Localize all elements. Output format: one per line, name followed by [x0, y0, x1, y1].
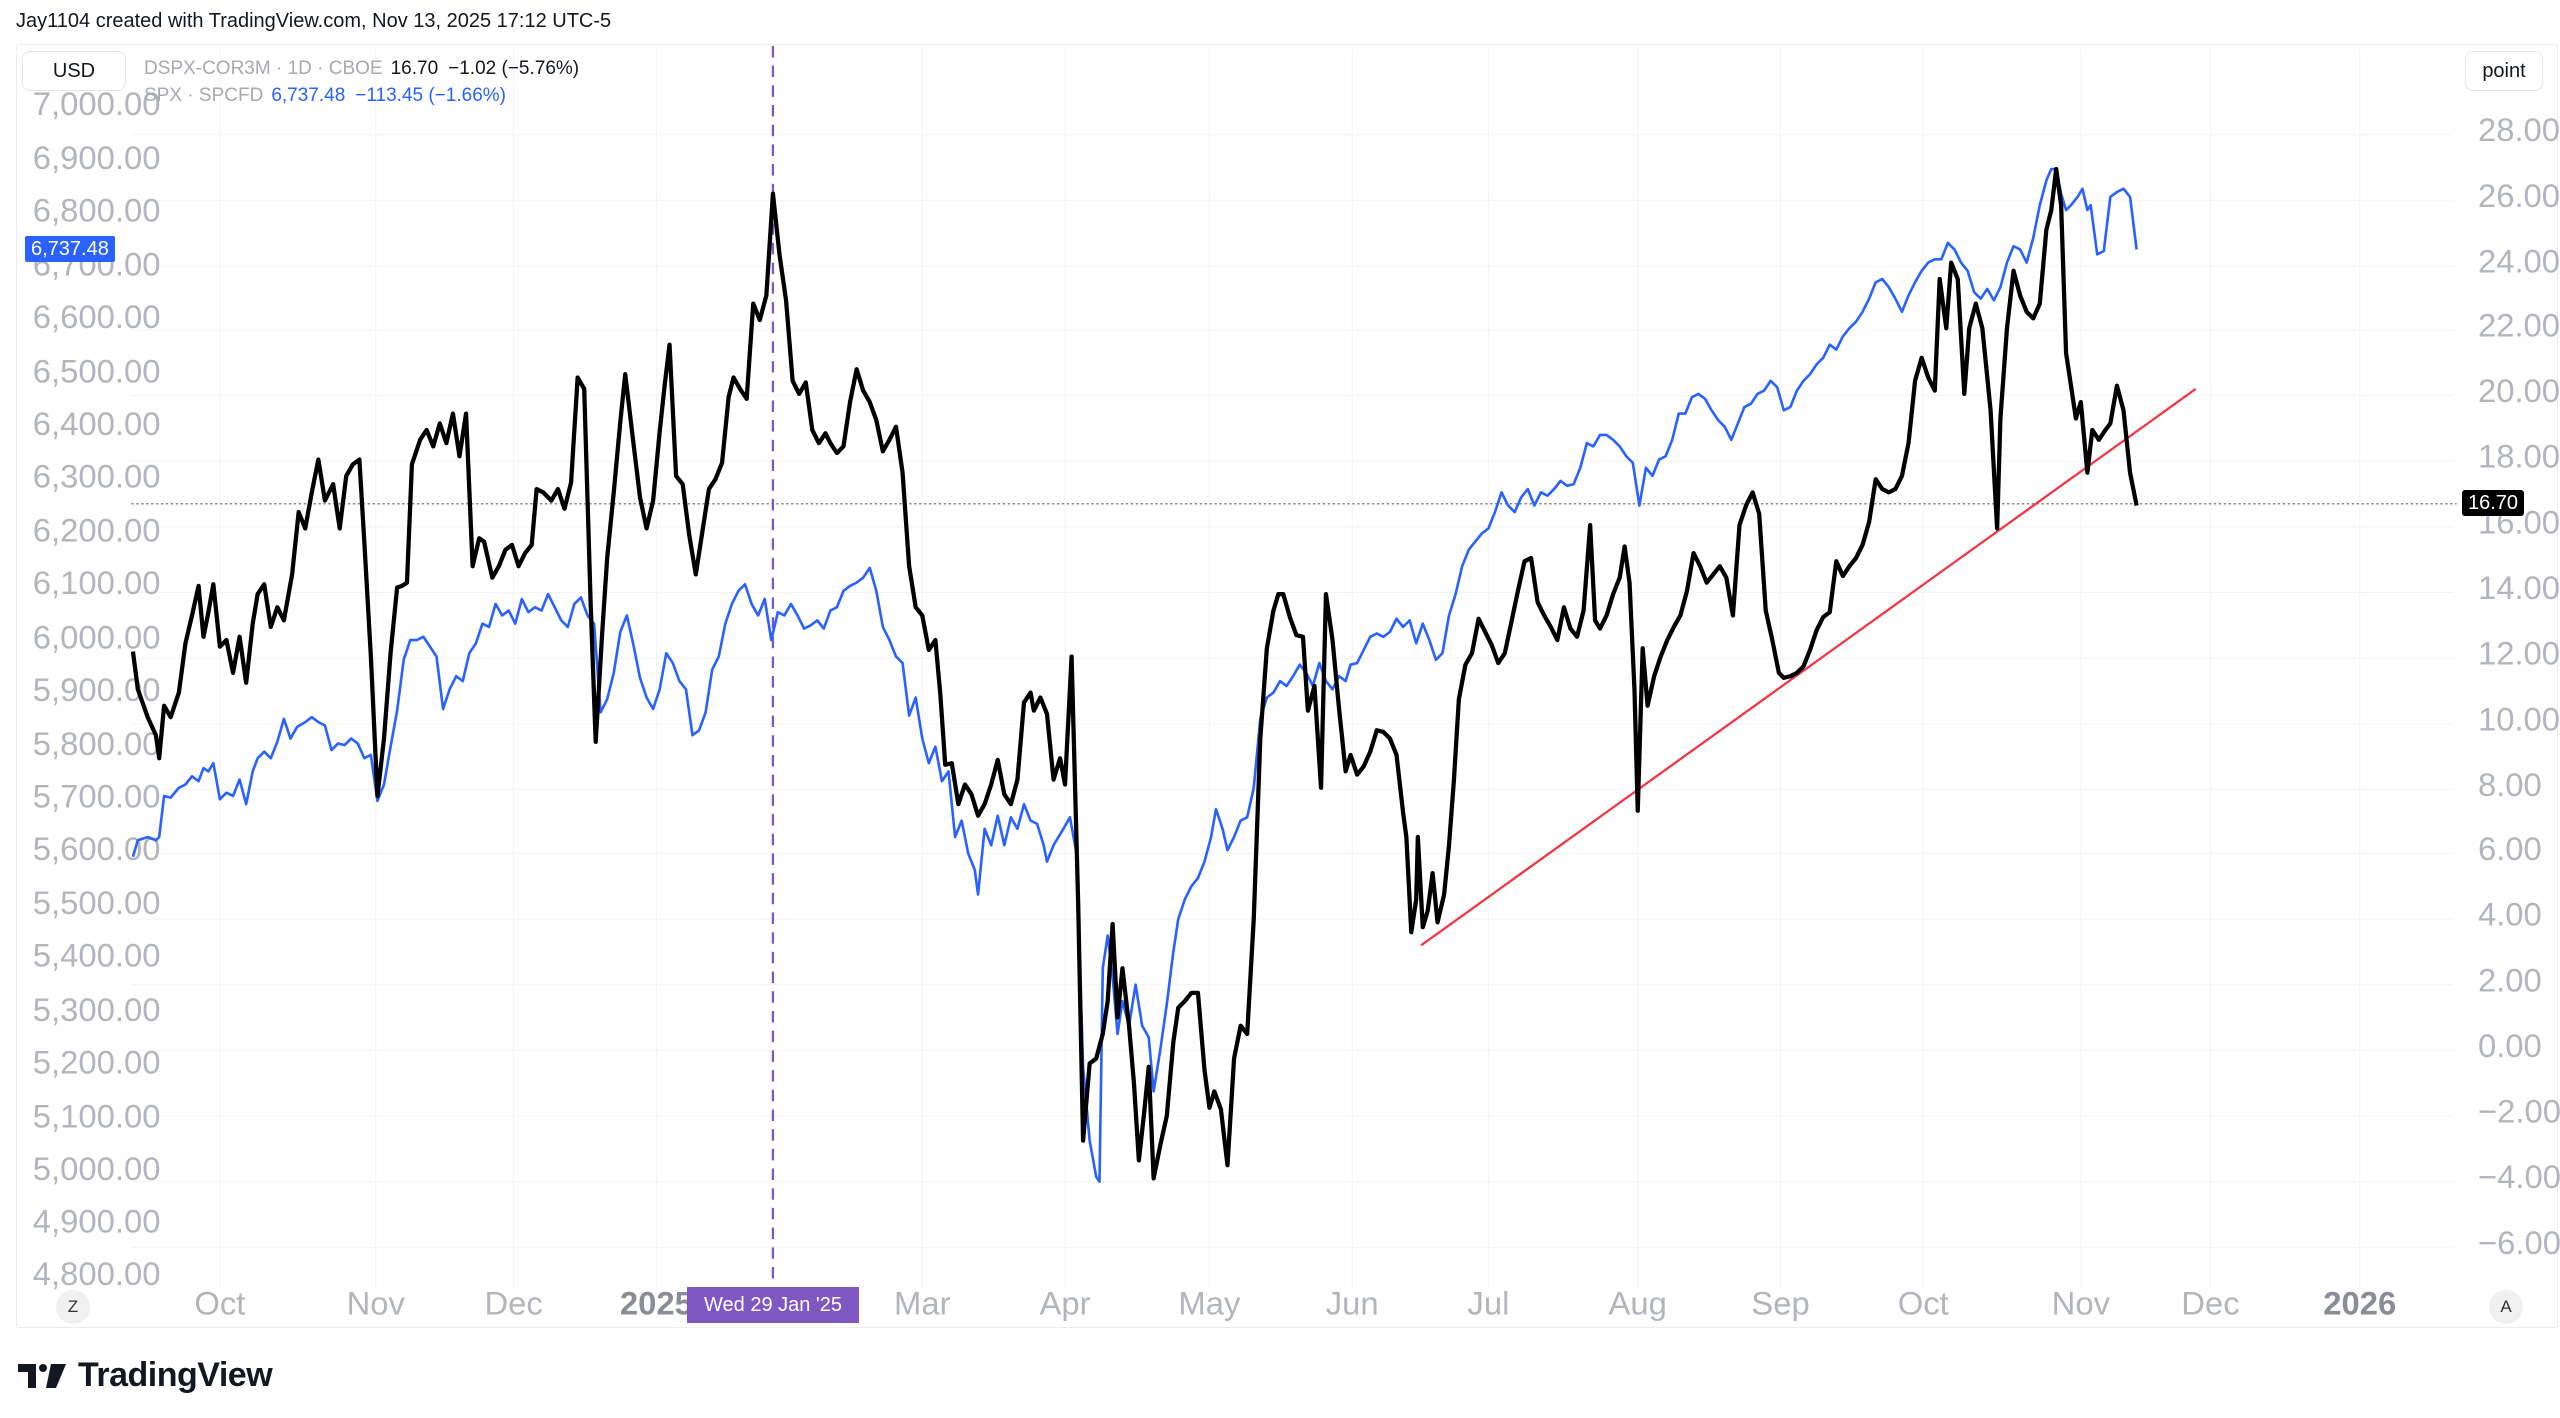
time-zone-button[interactable]: Z [56, 1290, 90, 1324]
tradingview-logo-text: TradingView [78, 1356, 273, 1394]
svg-text:18.00: 18.00 [2478, 438, 2560, 475]
svg-text:6,100.00: 6,100.00 [33, 564, 161, 601]
dspx-last-price-tag: 16.70 [2462, 490, 2525, 516]
legend-dspx-value: 16.70 [390, 58, 439, 79]
svg-text:2025: 2025 [620, 1285, 693, 1322]
legend-spx-value: 6,737.48 [271, 85, 346, 106]
svg-text:Mar: Mar [894, 1285, 951, 1322]
auto-scale-button[interactable]: A [2489, 1290, 2523, 1324]
svg-text:6,800.00: 6,800.00 [33, 192, 161, 229]
svg-text:2.00: 2.00 [2478, 961, 2542, 998]
svg-text:4,800.00: 4,800.00 [33, 1255, 161, 1292]
spx-series-line[interactable] [131, 167, 2138, 1183]
svg-text:6.00: 6.00 [2478, 830, 2542, 867]
svg-text:6,900.00: 6,900.00 [33, 139, 161, 176]
grid-lines [131, 49, 2454, 1289]
svg-text:Nov: Nov [2052, 1285, 2111, 1322]
legend-dspx[interactable]: DSPX-COR3M · 1D · CBOE 16.70 −1.02 (−5.76%… [144, 58, 579, 80]
svg-text:14.00: 14.00 [2478, 569, 2560, 606]
svg-text:May: May [1178, 1285, 1241, 1322]
svg-text:5,000.00: 5,000.00 [33, 1150, 161, 1187]
svg-text:Dec: Dec [2181, 1285, 2239, 1322]
right-price-axis[interactable]: 28.00 26.00 24.00 22.00 20.00 18.00 16.0… [2478, 111, 2560, 1261]
svg-text:Aug: Aug [1609, 1285, 1667, 1322]
chart-credit: Jay1104 created with TradingView.com, No… [16, 10, 612, 32]
svg-text:−2.00: −2.00 [2478, 1093, 2560, 1130]
svg-text:−4.00: −4.00 [2478, 1158, 2560, 1195]
svg-text:6,400.00: 6,400.00 [33, 405, 161, 442]
svg-text:2026: 2026 [2323, 1285, 2396, 1322]
svg-text:4.00: 4.00 [2478, 896, 2542, 933]
svg-text:5,300.00: 5,300.00 [33, 991, 161, 1028]
svg-text:Jun: Jun [1326, 1285, 1379, 1322]
svg-text:−6.00: −6.00 [2478, 1224, 2560, 1261]
svg-text:24.00: 24.00 [2478, 242, 2560, 279]
red-trendline[interactable] [1420, 388, 2197, 947]
svg-text:Oct: Oct [194, 1285, 245, 1322]
svg-text:5,200.00: 5,200.00 [33, 1043, 161, 1080]
svg-text:5,500.00: 5,500.00 [33, 884, 161, 921]
svg-text:Apr: Apr [1039, 1285, 1090, 1322]
tradingview-logo[interactable]: TradingView [18, 1356, 273, 1395]
left-currency-button[interactable]: USD [22, 51, 126, 91]
svg-text:28.00: 28.00 [2478, 111, 2560, 148]
legend-dspx-change: −1.02 (−5.76%) [448, 58, 580, 79]
svg-text:6,600.00: 6,600.00 [33, 298, 161, 335]
tradingview-logo-icon [18, 1363, 66, 1388]
legend-spx[interactable]: SPX · SPCFD 6,737.48 −113.45 (−1.66%) [144, 85, 506, 107]
crosshair-date-label: Wed 29 Jan '25 [687, 1287, 859, 1323]
svg-text:8.00: 8.00 [2478, 766, 2542, 803]
svg-text:Jul: Jul [1467, 1285, 1509, 1322]
svg-text:6,000.00: 6,000.00 [33, 618, 161, 655]
svg-text:Sep: Sep [1751, 1285, 1809, 1322]
svg-text:5,800.00: 5,800.00 [33, 725, 161, 762]
svg-text:10.00: 10.00 [2478, 700, 2560, 737]
legend-dspx-symbol: DSPX-COR3M · 1D · CBOE [144, 58, 383, 79]
svg-text:6,200.00: 6,200.00 [33, 512, 161, 549]
time-axis[interactable]: Oct Nov Dec 2025 Mar Apr May Jun Jul Aug… [194, 1285, 2396, 1322]
spx-last-price-tag: 6,737.48 [25, 236, 115, 262]
svg-text:Nov: Nov [347, 1285, 406, 1322]
dspx-series-line[interactable] [130, 166, 2139, 1181]
svg-text:Dec: Dec [484, 1285, 542, 1322]
svg-text:22.00: 22.00 [2478, 306, 2560, 343]
svg-text:4,900.00: 4,900.00 [33, 1203, 161, 1240]
svg-text:Oct: Oct [1898, 1285, 1949, 1322]
svg-text:0.00: 0.00 [2478, 1027, 2542, 1064]
svg-text:5,600.00: 5,600.00 [33, 830, 161, 867]
svg-text:7,000.00: 7,000.00 [33, 85, 161, 122]
svg-text:6,300.00: 6,300.00 [33, 457, 161, 494]
svg-text:5,400.00: 5,400.00 [33, 937, 161, 974]
legend-spx-change: −113.45 (−1.66%) [355, 85, 506, 106]
right-unit-button[interactable]: point [2465, 51, 2543, 91]
legend-spx-symbol: SPX · SPCFD [144, 85, 264, 106]
svg-text:5,700.00: 5,700.00 [33, 777, 161, 814]
left-price-axis[interactable]: 7,000.00 6,900.00 6,800.00 6,700.00 6,60… [33, 85, 161, 1292]
svg-text:20.00: 20.00 [2478, 372, 2560, 409]
svg-text:6,500.00: 6,500.00 [33, 352, 161, 389]
svg-text:12.00: 12.00 [2478, 635, 2560, 672]
svg-text:5,100.00: 5,100.00 [33, 1098, 161, 1135]
svg-text:26.00: 26.00 [2478, 177, 2560, 214]
